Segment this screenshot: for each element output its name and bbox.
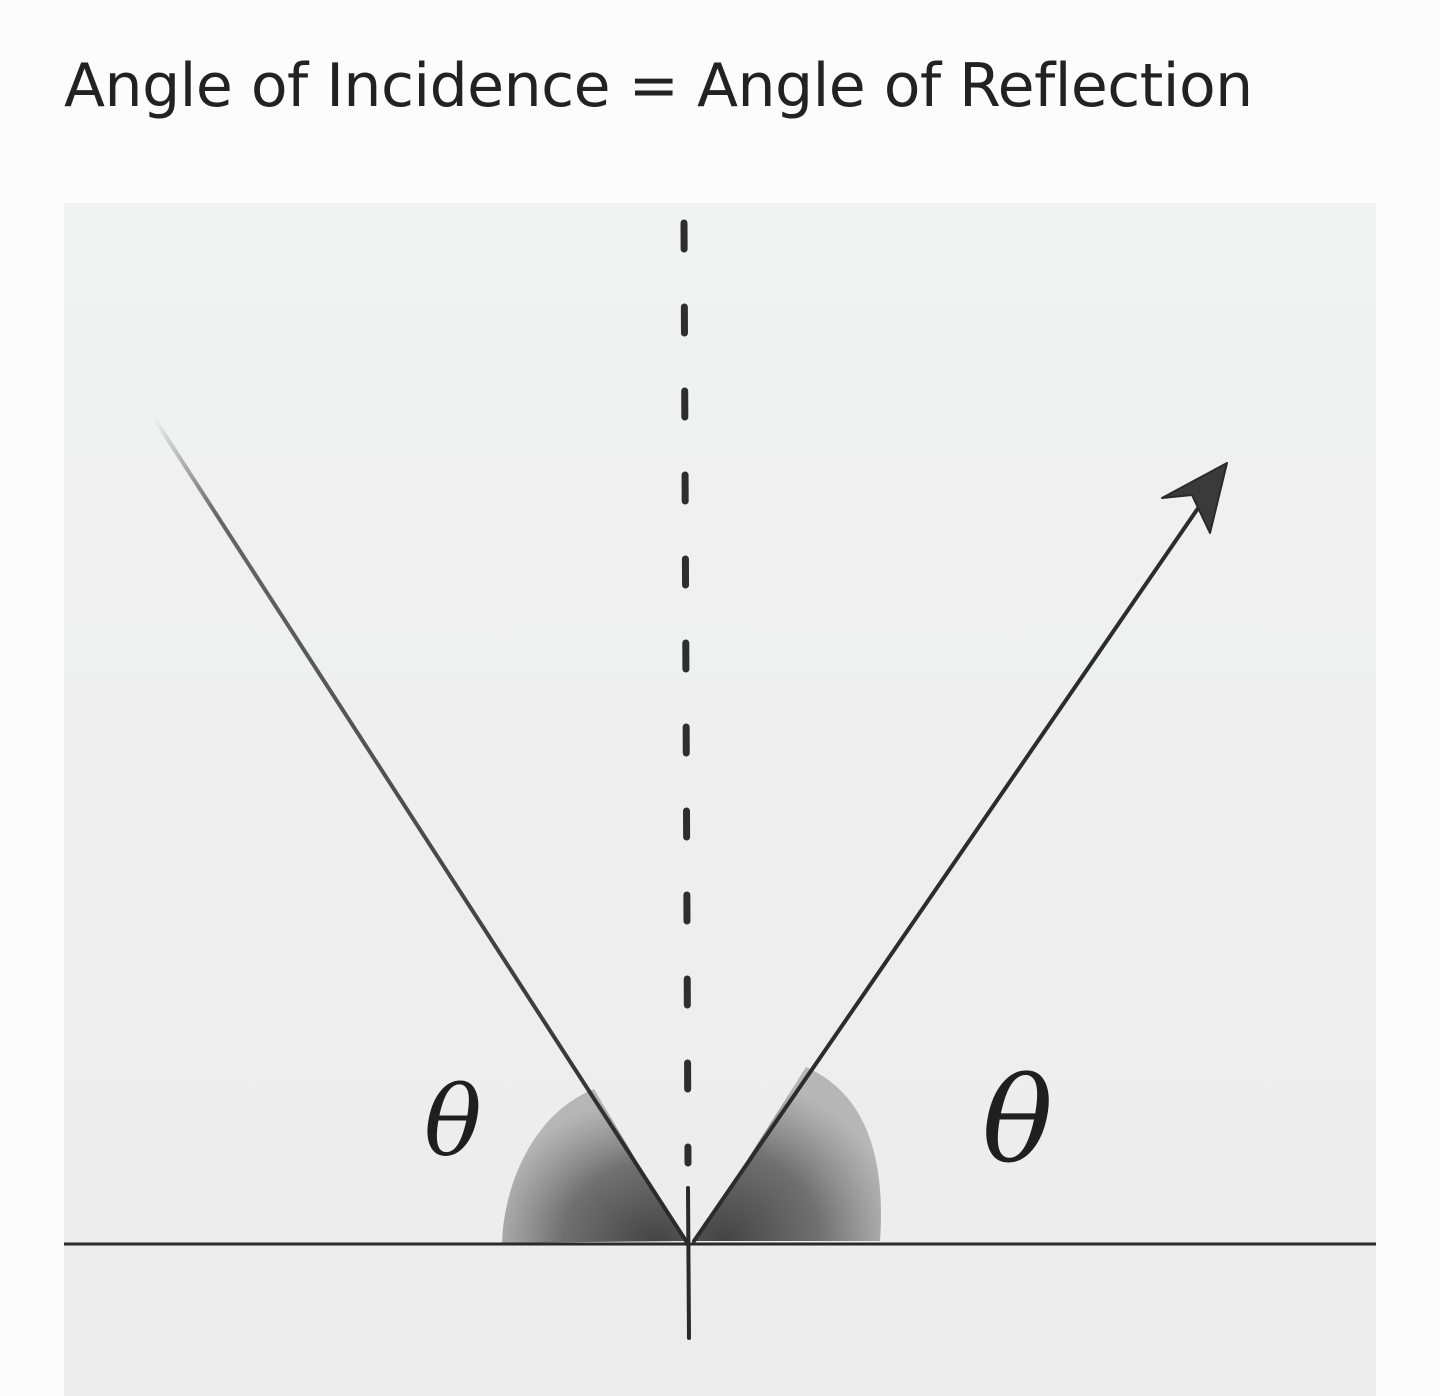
reflection-diagram: θ θ <box>64 203 1376 1396</box>
normal-line-stub <box>686 1186 691 1340</box>
incidence-angle-label: θ <box>424 1066 482 1178</box>
page-title: Angle of Incidence = Angle of Reflection <box>64 51 1253 121</box>
incident-ray <box>152 416 688 1243</box>
reflected-ray <box>692 483 1216 1243</box>
reflection-angle-shade <box>696 1067 881 1241</box>
reflection-angle-label: θ <box>982 1051 1053 1189</box>
reflected-ray-arrowhead <box>1161 462 1228 534</box>
incidence-angle-shade <box>502 1089 684 1243</box>
normal-line-dashed <box>680 219 692 1167</box>
diagram-canvas: θ θ <box>64 219 1376 1340</box>
